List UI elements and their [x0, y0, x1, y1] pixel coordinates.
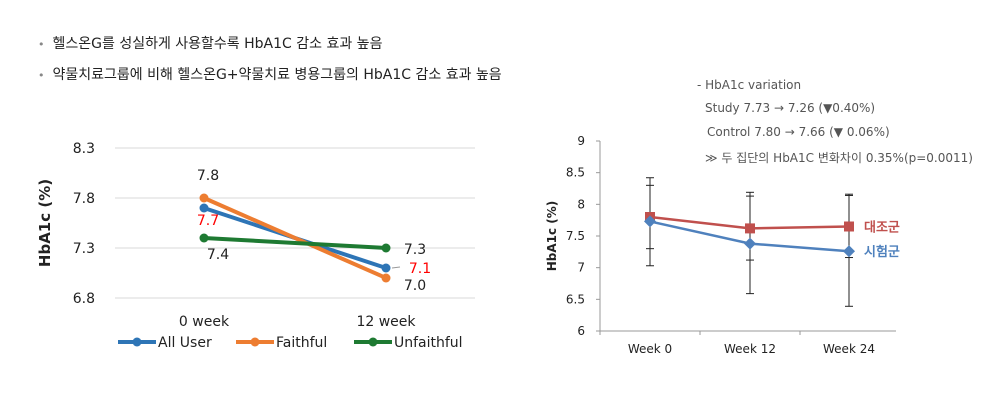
x-tick-label: Week 0	[628, 342, 672, 356]
x-tick-label: Week 12	[724, 342, 776, 356]
y-tick-label: 8.3	[73, 141, 95, 157]
bullet-2: 약물치료그룹에 비해 헬스온G+약물치료 병용그룹의 HbA1C 감소 효과 높…	[38, 64, 502, 84]
y-tick-label: 6.8	[73, 291, 95, 307]
series-line-Faithful	[203, 196, 387, 280]
series-line-Unfaithful	[203, 236, 387, 250]
legend-label: All User	[158, 335, 212, 351]
y-tick-label: 8	[577, 197, 585, 211]
data-point	[199, 203, 209, 213]
y-tick-label: 9	[577, 134, 585, 148]
leader-line	[391, 266, 401, 269]
data-point	[381, 273, 391, 283]
legend-marker	[250, 337, 260, 347]
y-tick-label: 7	[577, 261, 585, 275]
y-tick-label: 7.8	[73, 191, 95, 207]
data-point	[199, 233, 209, 243]
y-axis-label: HbA1c (%)	[36, 179, 54, 267]
series-label: 시험군	[864, 244, 900, 260]
x-tick-label: Week 24	[823, 342, 875, 356]
y-tick-label: 7.3	[73, 241, 95, 257]
data-point-square	[745, 223, 755, 234]
legend-label: Unfaithful	[394, 335, 463, 351]
data-point-diamond	[843, 245, 855, 258]
legend-marker	[132, 337, 142, 347]
note-control: Control 7.80 → 7.66 (▼ 0.06%)	[707, 125, 890, 139]
y-axis-label: HbA1c (%)	[545, 201, 559, 272]
data-point	[199, 193, 209, 203]
bullet-1: 헬스온G를 성실하게 사용할수록 HbA1C 감소 효과 높음	[38, 33, 383, 53]
data-point-diamond	[744, 237, 756, 250]
legend-marker	[368, 337, 378, 347]
y-tick-label: 6	[577, 324, 585, 338]
data-point-diamond	[644, 215, 656, 228]
data-label: 7.4	[207, 247, 229, 263]
x-tick-label: 12 week	[356, 314, 416, 330]
y-tick-label: 7.5	[566, 229, 585, 243]
data-label: 7.7	[197, 213, 219, 229]
data-point	[381, 243, 391, 253]
legend-label: Faithful	[276, 335, 327, 351]
series-label: 대조군	[864, 221, 900, 236]
y-tick-label: 8.5	[566, 166, 585, 180]
y-tick-label: 6.5	[566, 292, 585, 306]
data-label: 7.0	[404, 278, 426, 294]
data-point-square	[844, 221, 854, 232]
data-label: 7.3	[404, 242, 426, 258]
data-label: 7.8	[197, 168, 219, 184]
data-point	[381, 263, 391, 273]
data-label: 7.1	[409, 261, 431, 277]
note-study: Study 7.73 → 7.26 (▼0.40%)	[705, 101, 876, 115]
note-diff: ≫ 두 집단의 HbA1C 변화차이 0.35%(p=0.0011)	[705, 151, 973, 165]
note-title: - HbA1c variation	[697, 78, 802, 92]
x-tick-label: 0 week	[179, 314, 230, 330]
